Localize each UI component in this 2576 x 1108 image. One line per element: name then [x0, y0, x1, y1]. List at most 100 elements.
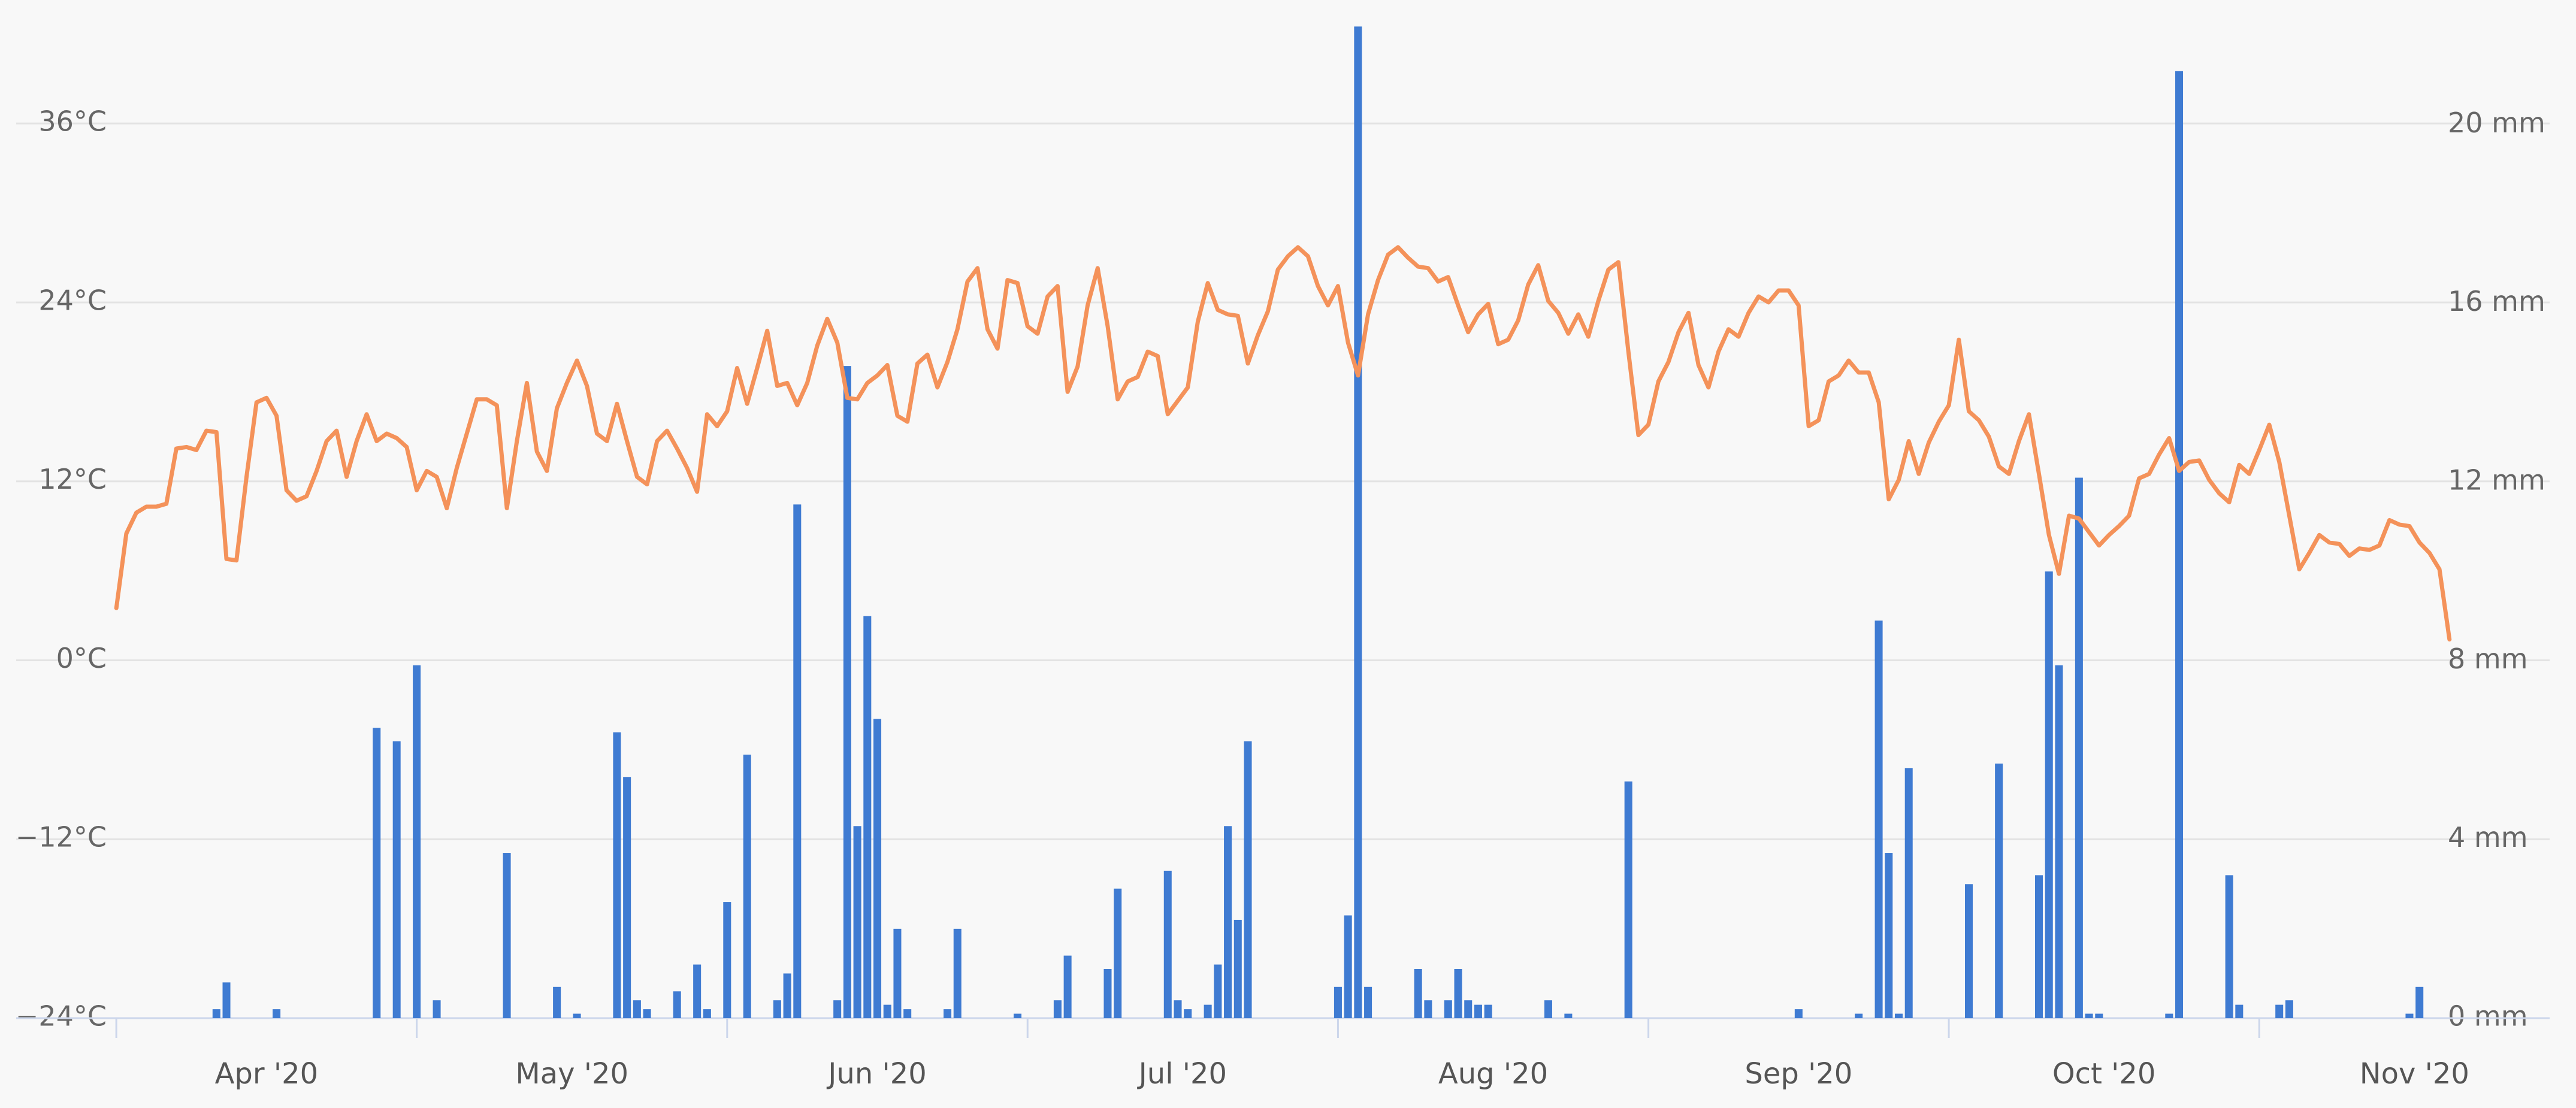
precipitation-bar: [1454, 968, 1462, 1018]
precipitation-bar: [1063, 955, 1072, 1018]
precipitation-bar: [2175, 71, 2184, 1019]
y2-tick-label: 12 mm: [2448, 464, 2545, 497]
precipitation-bar: [893, 928, 902, 1018]
precipitation-bar: [1214, 964, 1222, 1018]
precipitation-bar: [1184, 1009, 1192, 1018]
y-tick-label: 36°C: [38, 105, 107, 138]
y2-tick-label: 16 mm: [2448, 285, 2545, 317]
precipitation-bar: [1904, 768, 1913, 1018]
precipitation-bar: [793, 504, 802, 1018]
precipitation-bar: [1564, 1013, 1573, 1018]
precipitation-bar: [2034, 875, 2043, 1018]
precipitation-bar: [953, 928, 962, 1018]
precipitation-bar: [1624, 781, 1632, 1018]
precipitation-bar: [1885, 853, 1893, 1018]
precipitation-bar: [883, 1004, 891, 1018]
precipitation-bar: [863, 616, 872, 1018]
precipitation-bar: [723, 902, 731, 1018]
precipitation-bar: [2075, 477, 2083, 1018]
precipitation-bar: [633, 1000, 641, 1018]
precipitation-bar: [1964, 884, 1973, 1018]
precipitation-bar: [873, 719, 882, 1018]
precipitation-bar: [2415, 986, 2424, 1018]
precipitation-bar: [1464, 1000, 1473, 1018]
y-tick-label: 24°C: [38, 284, 107, 316]
precipitation-bar: [703, 1009, 711, 1018]
precipitation-bar: [573, 1013, 581, 1018]
x-tick-label: Nov '20: [2360, 1057, 2469, 1091]
precipitation-bar: [1424, 1000, 1432, 1018]
precipitation-bar: [1995, 763, 2003, 1018]
precipitation-bar: [1014, 1013, 1022, 1018]
precipitation-bar: [373, 728, 381, 1018]
precipitation-bar: [1233, 919, 1242, 1018]
precipitation-bar: [693, 964, 702, 1018]
precipitation-bar: [413, 665, 421, 1018]
y2-tick-label: 20 mm: [2448, 107, 2545, 139]
precipitation-bar: [833, 1000, 842, 1018]
precipitation-bar: [2055, 665, 2063, 1018]
precipitation-bar: [903, 1009, 912, 1018]
x-tick-label: Jun '20: [826, 1057, 927, 1091]
precipitation-bar: [944, 1009, 952, 1018]
precipitation-bar: [2085, 1013, 2093, 1018]
precipitation-bar: [2405, 1013, 2414, 1018]
precipitation-bar: [1874, 620, 1883, 1018]
precipitation-bar: [1544, 1000, 1552, 1018]
precipitation-bar: [1444, 1000, 1452, 1018]
precipitation-bar: [1474, 1004, 1482, 1018]
precipitation-bar: [1855, 1013, 1863, 1018]
precipitation-bar: [2165, 1013, 2173, 1018]
precipitation-bar: [1163, 870, 1172, 1018]
precipitation-bar: [1244, 741, 1252, 1018]
precipitation-bar: [433, 1000, 441, 1018]
precipitation-bar: [1344, 915, 1352, 1018]
precipitation-bar: [1174, 1000, 1182, 1018]
y-tick-label: 12°C: [38, 463, 107, 495]
precipitation-bar: [673, 991, 681, 1018]
right-axis: 0 mm 4 mm 8 mm 12 mm 16 mm 20 mm: [2448, 107, 2545, 1033]
precipitation-bar: [503, 853, 511, 1018]
precipitation-bar: [743, 754, 751, 1018]
precipitation-bar: [2235, 1004, 2244, 1018]
precipitation-bar: [613, 732, 621, 1018]
precipitation-bar: [1414, 968, 1422, 1018]
precipitation-bar: [1114, 888, 1122, 1018]
precipitation-bar: [2225, 875, 2233, 1018]
precipitation-bar: [1354, 26, 1362, 1018]
precipitation-bar: [2275, 1004, 2284, 1018]
precipitation-bar: [212, 1009, 220, 1018]
x-tick-label: Apr '20: [215, 1057, 319, 1091]
y2-tick-label: 8 mm: [2448, 643, 2528, 675]
precipitation-bar: [1103, 968, 1112, 1018]
precipitation-bar: [2045, 571, 2053, 1018]
precipitation-bar: [1894, 1013, 1903, 1018]
y2-tick-label: 0 mm: [2448, 1000, 2528, 1033]
precipitation-bar: [553, 986, 561, 1018]
precipitation-bar: [623, 777, 631, 1018]
precipitation-bar: [2095, 1013, 2103, 1018]
precipitation-bar: [1484, 1004, 1492, 1018]
precipitation-bar: [1053, 1000, 1062, 1018]
x-tick-label: Jul '20: [1137, 1057, 1227, 1091]
x-tick-label: Sep '20: [1744, 1057, 1852, 1091]
x-tick-label: Aug '20: [1438, 1057, 1548, 1091]
precipitation-bar: [843, 366, 851, 1018]
precipitation-bar: [1364, 986, 1372, 1018]
x-tick-label: May '20: [515, 1057, 628, 1091]
y-tick-label: −12°C: [16, 821, 107, 853]
precipitation-bar: [273, 1009, 281, 1018]
precipitation-bar: [1204, 1004, 1212, 1018]
precipitation-bar: [853, 826, 861, 1018]
y-tick-label: −24°C: [16, 1000, 107, 1033]
y-tick-label: 0°C: [56, 642, 107, 674]
precipitation-bar: [2285, 1000, 2293, 1018]
precipitation-bar: [773, 1000, 781, 1018]
precipitation-bar: [222, 982, 231, 1018]
precipitation-bar: [1334, 986, 1342, 1018]
precipitation-bar: [783, 973, 791, 1018]
precipitation-bar: [392, 741, 401, 1018]
